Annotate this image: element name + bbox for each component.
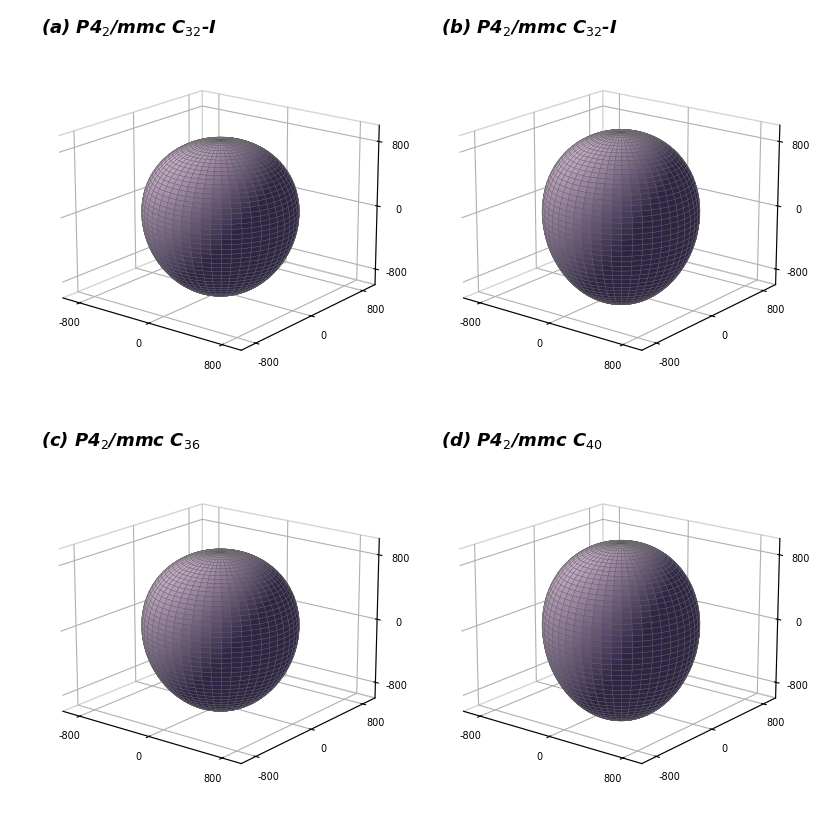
Text: (c) P4$_2$/mmc C$_{36}$: (c) P4$_2$/mmc C$_{36}$ [41,431,200,452]
Text: (d) P4$_2$/mmc C$_{40}$: (d) P4$_2$/mmc C$_{40}$ [441,431,603,452]
Text: (b) P4$_2$/mmc C$_{32}$-I: (b) P4$_2$/mmc C$_{32}$-I [441,17,618,38]
Text: (a) P4$_2$/mmc C$_{32}$-I: (a) P4$_2$/mmc C$_{32}$-I [41,17,216,38]
